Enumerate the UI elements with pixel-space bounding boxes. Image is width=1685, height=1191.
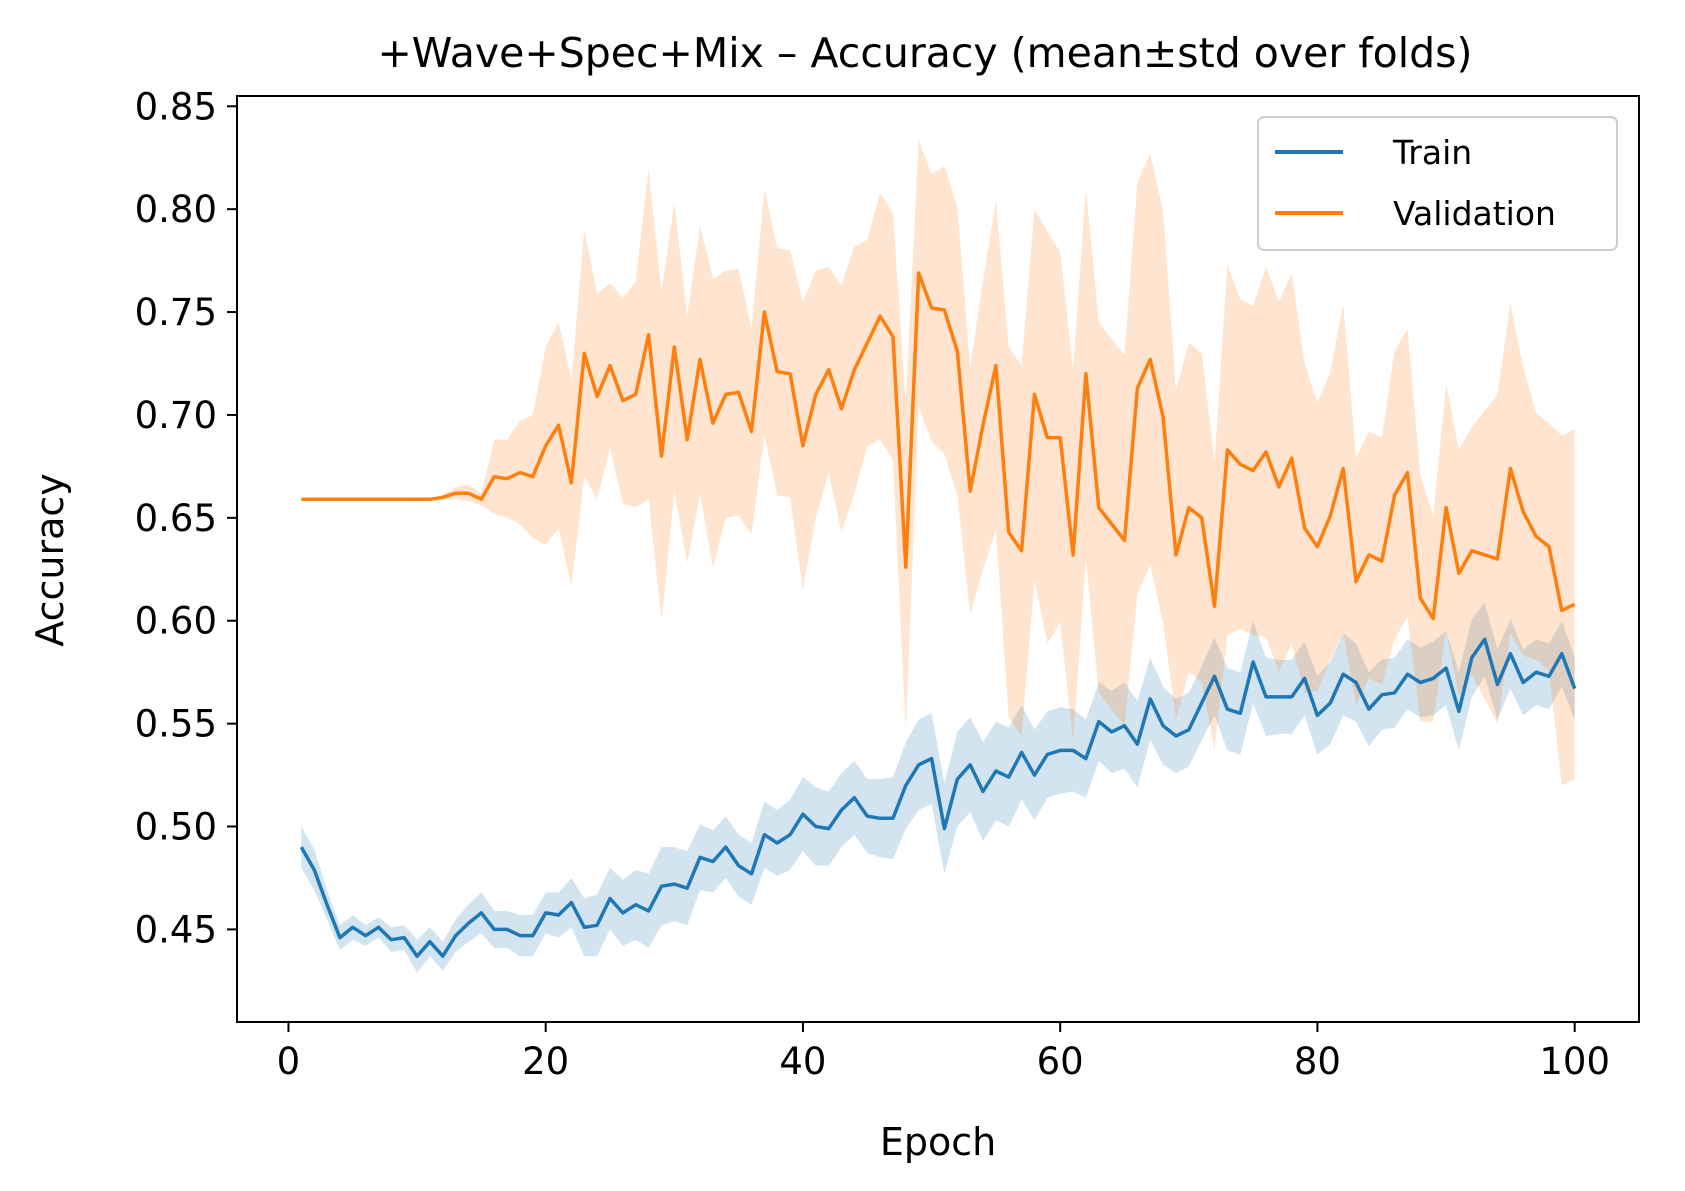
y-axis-label: Accuracy [28, 473, 72, 647]
plot-frame [236, 95, 1640, 1023]
x-tick-label: 60 [1037, 1040, 1084, 1083]
y-tick-label: 0.80 [135, 188, 217, 231]
legend-box [1257, 116, 1618, 251]
legend-label-train: Train [1392, 133, 1472, 172]
y-tick-label: 0.50 [135, 806, 217, 849]
x-tick-label: 80 [1294, 1040, 1341, 1083]
y-tick-label: 0.45 [135, 908, 217, 951]
x-tick-label: 0 [277, 1040, 301, 1083]
x-tick-label: 40 [779, 1040, 826, 1083]
std-band-validation [301, 139, 1575, 786]
y-tick-label: 0.70 [135, 394, 217, 437]
y-tick-label: 0.60 [135, 600, 217, 643]
y-tick-label: 0.75 [135, 291, 217, 334]
x-axis: 0 20 40 60 80 100 [277, 1022, 1610, 1083]
series-line-train [299, 637, 1577, 958]
x-axis-label: Epoch [880, 1120, 996, 1164]
y-axis: 0.45 0.50 0.55 0.60 0.65 0.70 0.75 0.80 0.85 [135, 85, 237, 951]
legend-label-validation: Validation [1393, 194, 1556, 233]
series-line-validation [301, 271, 1576, 621]
mean-lines [299, 271, 1577, 958]
y-tick-label: 0.85 [135, 85, 217, 128]
chart-title: +Wave+Spec+Mix – Accuracy (mean±std over… [377, 29, 1472, 77]
x-tick-label: 20 [522, 1040, 569, 1083]
y-tick-label: 0.55 [135, 703, 217, 746]
legend: Train Validation [1257, 116, 1618, 251]
x-tick-label: 100 [1539, 1040, 1610, 1083]
y-tick-label: 0.65 [135, 497, 217, 540]
